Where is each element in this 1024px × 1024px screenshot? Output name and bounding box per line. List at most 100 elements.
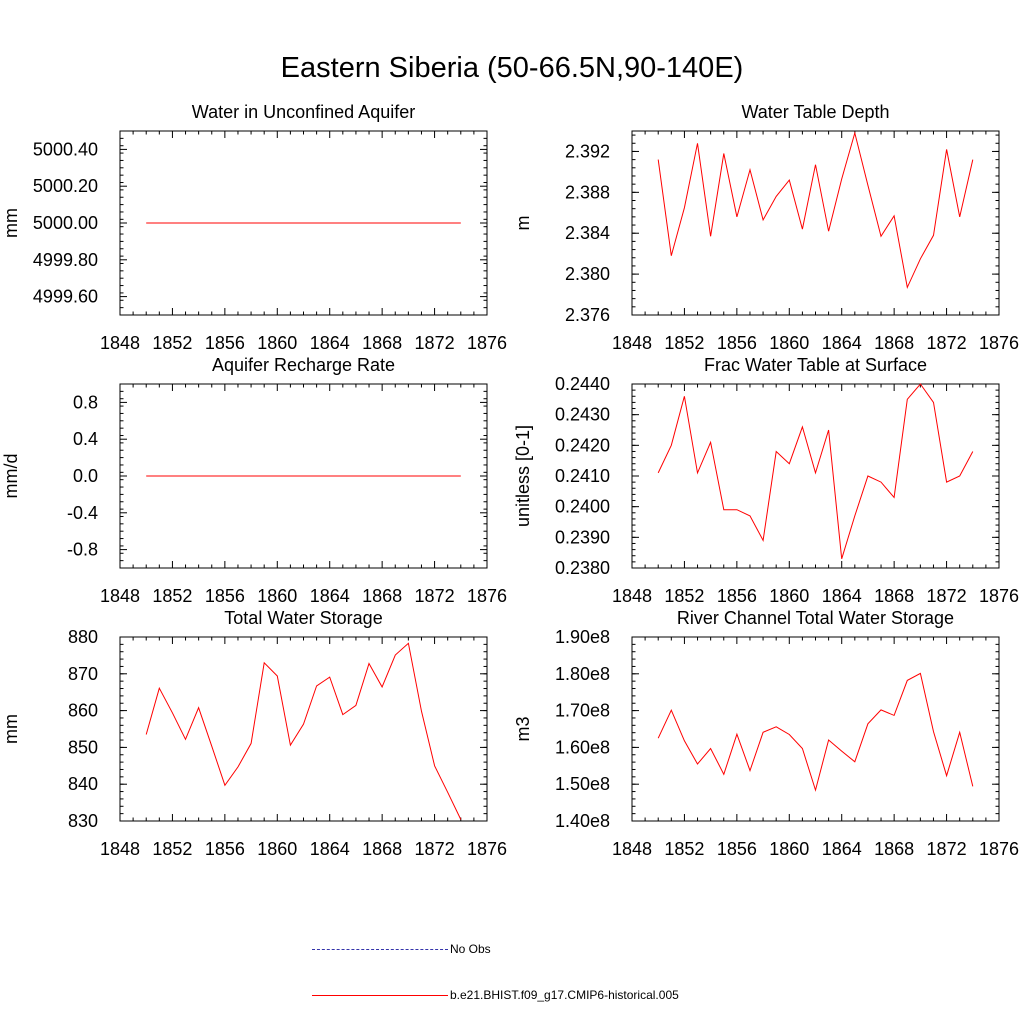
panel-frac-water-table-at-surface: Frac Water Table at Surface unitless [0-1… bbox=[513, 355, 1019, 606]
panel-water-in-unconfined-aquifer: Water in Unconfined Aquifer mm 1848 1852 185… bbox=[1, 102, 507, 353]
x-tick-label: 1856 bbox=[717, 839, 757, 859]
panel-aquifer-recharge-rate: Aquifer Recharge Rate mm/d 1848 1852 1856 186… bbox=[1, 355, 507, 606]
x-tick-label: 1872 bbox=[415, 586, 455, 606]
y-tick-label: 850 bbox=[68, 737, 98, 757]
x-tick-label: 1848 bbox=[612, 839, 652, 859]
y-tick-label: 830 bbox=[68, 811, 98, 831]
x-tick-label: 1872 bbox=[927, 586, 967, 606]
y-tick-label: 1.50e8 bbox=[555, 774, 610, 794]
x-tick-label: 1876 bbox=[979, 839, 1019, 859]
x-tick-label: 1872 bbox=[415, 333, 455, 353]
y-tick-label: -0.8 bbox=[67, 540, 98, 560]
x-tick-label: 1860 bbox=[257, 333, 297, 353]
x-tick-label: 1848 bbox=[100, 586, 140, 606]
x-tick-label: 1848 bbox=[100, 333, 140, 353]
panel-water-table-depth: Water Table Depth m 1848 1852 1856 1860 1864 18… bbox=[513, 102, 1019, 353]
x-tick-label: 1872 bbox=[415, 839, 455, 859]
x-tick-label: 1856 bbox=[717, 333, 757, 353]
x-tick-label: 1848 bbox=[612, 333, 652, 353]
x-tick-label: 1872 bbox=[927, 333, 967, 353]
panel-title: Water Table Depth bbox=[741, 102, 889, 122]
y-tick-label: 5000.00 bbox=[33, 213, 98, 233]
x-tick-label: 1876 bbox=[467, 839, 507, 859]
x-tick-label: 1852 bbox=[664, 586, 704, 606]
x-tick-label: 1852 bbox=[152, 586, 192, 606]
x-tick-label: 1864 bbox=[310, 839, 350, 859]
x-tick-label: 1876 bbox=[467, 333, 507, 353]
series-line bbox=[657, 672, 974, 792]
series-line bbox=[657, 131, 974, 290]
panel-title: Water in Unconfined Aquifer bbox=[192, 102, 415, 122]
y-tick-label: 0.2420 bbox=[555, 435, 610, 455]
series-line bbox=[145, 642, 462, 820]
y-tick-label: 0.2400 bbox=[555, 497, 610, 517]
x-tick-label: 1852 bbox=[664, 839, 704, 859]
x-tick-label: 1864 bbox=[310, 333, 350, 353]
y-tick-label: 880 bbox=[68, 627, 98, 647]
y-tick-label: 4999.80 bbox=[33, 250, 98, 270]
y-tick-label: 0.2390 bbox=[555, 527, 610, 547]
x-tick-label: 1848 bbox=[100, 839, 140, 859]
x-tick-label: 1860 bbox=[769, 586, 809, 606]
y-axis-label: mm bbox=[1, 714, 21, 744]
x-tick-label: 1856 bbox=[717, 586, 757, 606]
y-tick-label: 5000.40 bbox=[33, 139, 98, 159]
y-tick-label: 0.4 bbox=[73, 429, 98, 449]
x-tick-label: 1864 bbox=[822, 586, 862, 606]
y-tick-label: 1.60e8 bbox=[555, 737, 610, 757]
y-axis-label: m bbox=[513, 216, 533, 231]
legend-label-no-obs: No Obs bbox=[450, 942, 491, 956]
x-tick-label: 1852 bbox=[152, 333, 192, 353]
y-axis-label: unitless [0-1] bbox=[513, 425, 533, 527]
x-tick-label: 1856 bbox=[205, 333, 245, 353]
y-tick-label: 4999.60 bbox=[33, 287, 98, 307]
y-tick-label: 860 bbox=[68, 701, 98, 721]
x-tick-label: 1864 bbox=[822, 839, 862, 859]
x-tick-label: 1864 bbox=[822, 333, 862, 353]
series-line bbox=[657, 383, 974, 559]
x-tick-label: 1868 bbox=[874, 839, 914, 859]
y-tick-label: 1.70e8 bbox=[555, 701, 610, 721]
x-tick-label: 1868 bbox=[874, 333, 914, 353]
y-tick-label: 1.40e8 bbox=[555, 811, 610, 831]
y-tick-label: 2.384 bbox=[565, 223, 610, 243]
x-tick-label: 1868 bbox=[362, 839, 402, 859]
y-axis-label: mm bbox=[1, 208, 21, 238]
y-tick-label: 0.2430 bbox=[555, 405, 610, 425]
x-tick-label: 1876 bbox=[467, 586, 507, 606]
x-tick-label: 1856 bbox=[205, 586, 245, 606]
y-tick-label: 0.2440 bbox=[555, 374, 610, 394]
x-tick-label: 1860 bbox=[257, 839, 297, 859]
y-tick-label: 0.2380 bbox=[555, 558, 610, 578]
y-tick-label: 840 bbox=[68, 774, 98, 794]
y-tick-label: 5000.20 bbox=[33, 176, 98, 196]
panel-title: Total Water Storage bbox=[224, 608, 382, 628]
legend-line-no-obs bbox=[312, 949, 448, 950]
x-tick-label: 1852 bbox=[152, 839, 192, 859]
y-axis-label: m3 bbox=[513, 716, 533, 741]
x-tick-label: 1848 bbox=[612, 586, 652, 606]
legend-line-model bbox=[312, 995, 448, 996]
page-title: Eastern Siberia (50-66.5N,90-140E) bbox=[280, 52, 744, 84]
y-tick-label: 0.0 bbox=[73, 466, 98, 486]
y-tick-label: 870 bbox=[68, 664, 98, 684]
y-tick-label: 2.376 bbox=[565, 305, 610, 325]
x-tick-label: 1868 bbox=[362, 586, 402, 606]
y-tick-label: 1.80e8 bbox=[555, 664, 610, 684]
panel-title: Aquifer Recharge Rate bbox=[212, 355, 395, 375]
y-tick-label: 2.388 bbox=[565, 182, 610, 202]
y-axis-label: mm/d bbox=[1, 454, 21, 499]
y-tick-label: 0.2410 bbox=[555, 466, 610, 486]
x-tick-label: 1872 bbox=[927, 839, 967, 859]
x-tick-label: 1860 bbox=[769, 333, 809, 353]
y-tick-label: 0.8 bbox=[73, 392, 98, 412]
x-tick-label: 1876 bbox=[979, 586, 1019, 606]
x-tick-label: 1868 bbox=[874, 586, 914, 606]
x-tick-label: 1856 bbox=[205, 839, 245, 859]
x-tick-label: 1876 bbox=[979, 333, 1019, 353]
panel-title: Frac Water Table at Surface bbox=[704, 355, 927, 375]
legend-label-model: b.e21.BHIST.f09_g17.CMIP6-historical.005 bbox=[450, 988, 679, 1002]
x-tick-label: 1864 bbox=[310, 586, 350, 606]
